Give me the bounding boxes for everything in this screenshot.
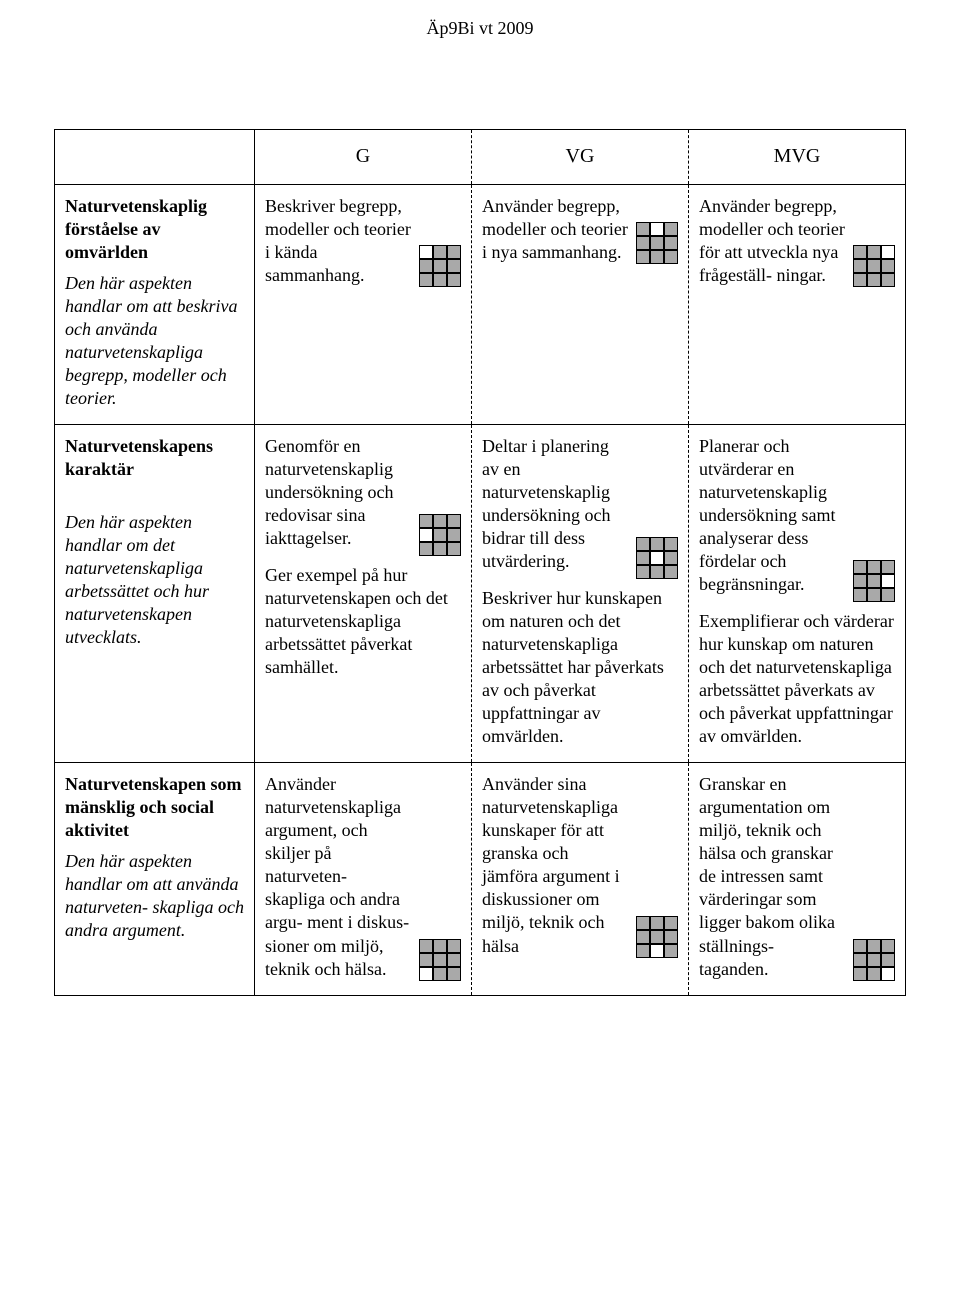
mini-grid-icon [636,222,678,264]
mini-grid-icon [853,245,895,287]
criterion-text: Deltar i planering av en naturvetenskapl… [482,435,628,573]
cell-vg: Använder sina naturvetenskapliga kunskap… [471,763,688,995]
rubric-table: G VG MVG Naturvetenskaplig förståelse av… [54,129,906,996]
criterion-text: Granskar en argumentation om miljö, tekn… [699,773,845,980]
table-row: Naturvetenskaplig förståelse av omvärlde… [55,184,906,424]
mini-grid-icon [419,514,461,556]
criterion-text: Beskriver hur kunskapen om naturen och d… [482,587,678,748]
cell-mvg: Granskar en argumentation om miljö, tekn… [688,763,905,995]
cell-g: Beskriver begrepp, modeller och teorier … [254,184,471,424]
criterion-block: Beskriver hur kunskapen om naturen och d… [482,587,678,748]
cell-vg: Använder begrepp, modeller och teorier i… [471,184,688,424]
mini-grid-icon [636,537,678,579]
table-row: Naturvetenskapens karaktär Den här aspek… [55,424,906,762]
criterion-text: Ger exempel på hur naturvetenskapen och … [265,564,461,679]
criterion-block: Exemplifierar och värderar hur kunskap o… [699,610,895,748]
aspect-title: Naturvetenskaplig förståelse av omvärlde… [65,195,244,264]
criterion-text: Genomför en naturvetenskaplig undersökni… [265,435,411,550]
mini-grid-icon [419,939,461,981]
aspect-title: Naturvetenskapen som mänsklig och social… [65,773,244,842]
criterion-block: Planerar och utvärderar en naturvetenska… [699,435,895,602]
criterion-block: Ger exempel på hur naturvetenskapen och … [265,564,461,679]
criterion-block: Granskar en argumentation om miljö, tekn… [699,773,895,980]
criterion-block: Genomför en naturvetenskaplig undersökni… [265,435,461,556]
aspect-sub: Den här aspekten handlar om det naturvet… [65,511,244,649]
mini-grid-icon [419,245,461,287]
mini-grid-icon [853,939,895,981]
cell-vg: Deltar i planering av en naturvetenskapl… [471,424,688,762]
row-aspect: Naturvetenskapens karaktär Den här aspek… [55,424,255,762]
criterion-text: Använder sina naturvetenskapliga kunskap… [482,773,628,957]
cell-mvg: Använder begrepp, modeller och teorier f… [688,184,905,424]
header-blank [55,130,255,185]
row-aspect: Naturvetenskapen som mänsklig och social… [55,763,255,995]
criterion-block: Använder begrepp, modeller och teorier f… [699,195,895,287]
criterion-text: Planerar och utvärderar en naturvetenska… [699,435,845,596]
row-aspect: Naturvetenskaplig förståelse av omvärlde… [55,184,255,424]
criterion-text: Använder naturvetenskapliga argument, oc… [265,773,411,980]
mini-grid-icon [853,560,895,602]
criterion-text: Exemplifierar och värderar hur kunskap o… [699,610,895,748]
aspect-title: Naturvetenskapens karaktär [65,435,244,481]
criterion-block: Använder begrepp, modeller och teorier i… [482,195,678,264]
cell-g: Använder naturvetenskapliga argument, oc… [254,763,471,995]
criterion-text: Beskriver begrepp, modeller och teorier … [265,195,411,287]
header-mvg: MVG [688,130,905,185]
aspect-sub: Den här aspekten handlar om att använda … [65,850,244,942]
criterion-block: Använder sina naturvetenskapliga kunskap… [482,773,678,957]
mini-grid-icon [636,916,678,958]
table-row: Naturvetenskapen som mänsklig och social… [55,763,906,995]
criterion-text: Använder begrepp, modeller och teorier f… [699,195,845,287]
criterion-block: Beskriver begrepp, modeller och teorier … [265,195,461,287]
header-g: G [254,130,471,185]
cell-g: Genomför en naturvetenskaplig undersökni… [254,424,471,762]
page: Äp9Bi vt 2009 G VG MVG Naturvetenskaplig… [0,0,960,1036]
cell-mvg: Planerar och utvärderar en naturvetenska… [688,424,905,762]
doc-header: Äp9Bi vt 2009 [54,18,906,39]
header-row: G VG MVG [55,130,906,185]
criterion-block: Använder naturvetenskapliga argument, oc… [265,773,461,980]
criterion-text: Använder begrepp, modeller och teorier i… [482,195,628,264]
aspect-sub: Den här aspekten handlar om att beskriva… [65,272,244,410]
criterion-block: Deltar i planering av en naturvetenskapl… [482,435,678,579]
header-vg: VG [471,130,688,185]
